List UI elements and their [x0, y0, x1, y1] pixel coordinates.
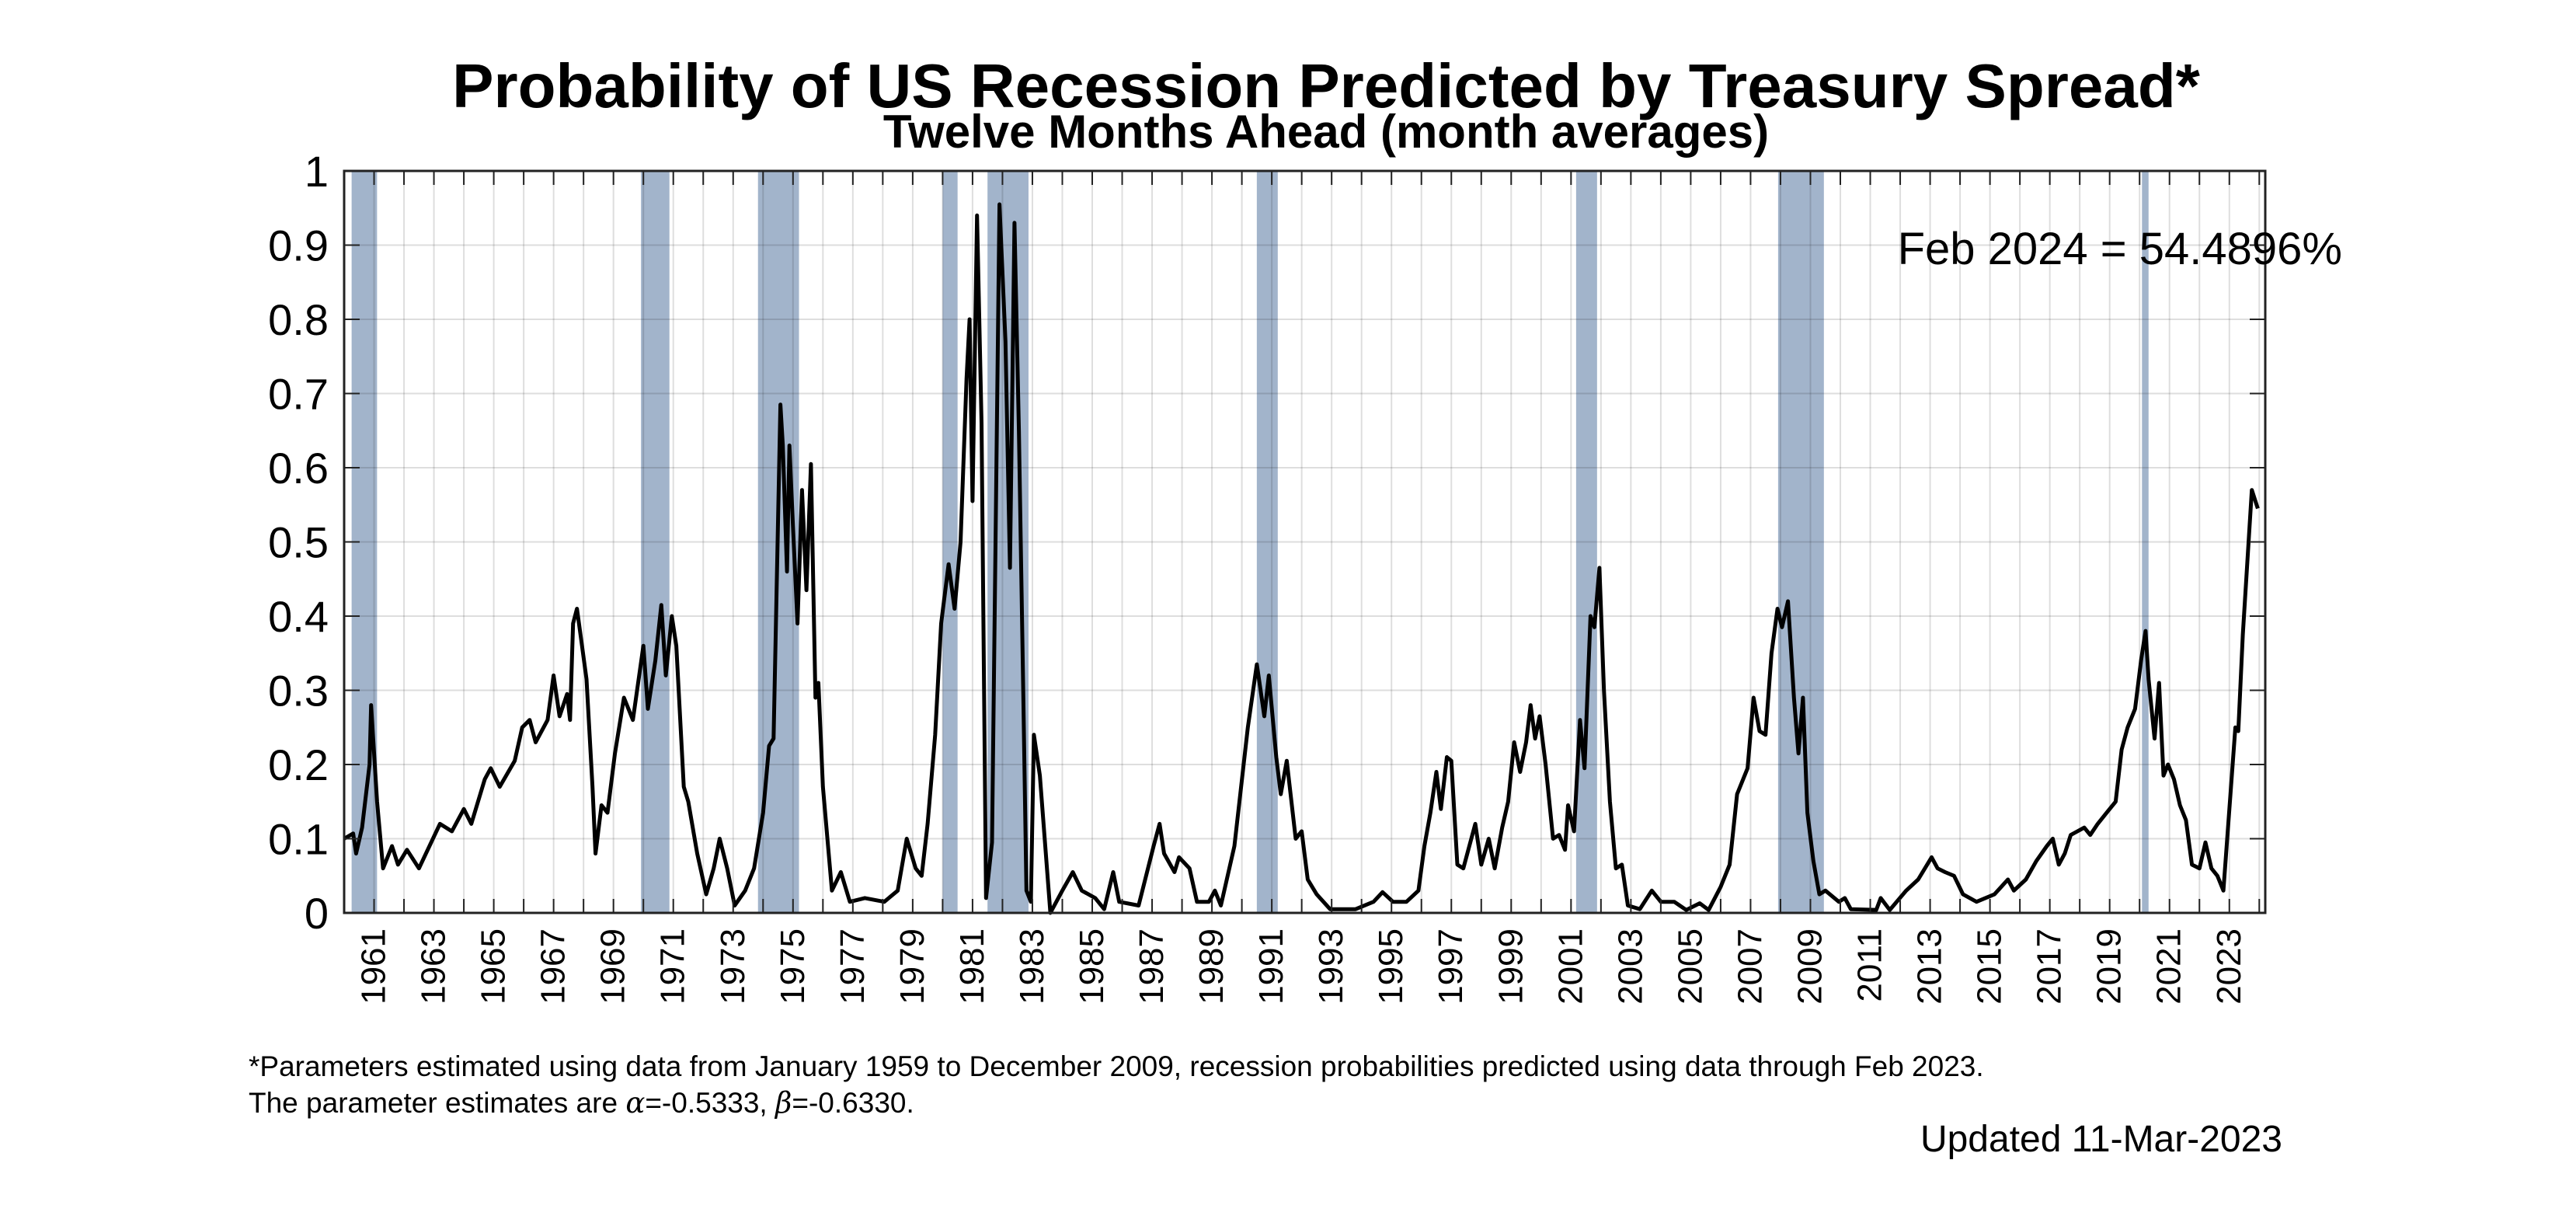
x-tick-label: 1987	[1133, 928, 1171, 1005]
x-tick-label: 1973	[714, 928, 752, 1005]
y-axis: 0 0.1 0.2 0.3 0.4 0.5 0.6 0.7 0.8 0.9 1	[268, 147, 2265, 938]
x-tick-label: 1995	[1372, 928, 1410, 1005]
footnote-prefix: The parameter estimates are	[249, 1087, 625, 1119]
y-tick-label: 1	[305, 147, 329, 196]
y-tick-label: 0.2	[268, 740, 329, 789]
x-tick-label: 2007	[1731, 928, 1769, 1005]
x-tick-label: 1975	[774, 928, 812, 1005]
y-tick-label: 0.9	[268, 221, 329, 270]
chart-subtitle: Twelve Months Ahead (month averages)	[883, 106, 1769, 158]
x-tick-label: 2019	[2090, 928, 2129, 1005]
probability-line	[343, 202, 2260, 915]
beta-symbol: β	[774, 1086, 792, 1120]
y-tick-label: 0.5	[268, 518, 329, 567]
x-tick-label: 1971	[654, 928, 692, 1005]
grid-lines	[343, 170, 2265, 914]
beta-value: =-0.6330.	[792, 1087, 914, 1119]
recession-band	[641, 171, 670, 913]
x-tick-label: 2013	[1911, 928, 1949, 1005]
x-tick-label: 1979	[893, 928, 931, 1005]
alpha-symbol: α	[625, 1086, 645, 1120]
x-tick-label: 1983	[1013, 928, 1051, 1005]
x-tick-label: 2021	[2150, 928, 2188, 1005]
x-tick-label: 2017	[2031, 928, 2069, 1005]
x-tick-label: 1981	[953, 928, 991, 1005]
chart-title: Probability of US Recession Predicted by…	[452, 51, 2201, 120]
x-tick-label: 1961	[355, 928, 393, 1005]
x-tick-label: 1967	[534, 928, 573, 1005]
x-tick-label: 1997	[1432, 928, 1470, 1005]
x-tick-label: 1989	[1192, 928, 1231, 1005]
x-tick-label: 1999	[1492, 928, 1530, 1005]
x-tick-label: 2001	[1551, 928, 1589, 1005]
updated-date: Updated 11-Mar-2023	[1920, 1119, 2282, 1160]
recession-band	[942, 171, 958, 913]
recession-band	[1256, 171, 1278, 913]
x-tick-label: 2011	[1851, 928, 1889, 1002]
y-tick-label: 0.3	[268, 667, 329, 716]
y-tick-label: 0	[305, 889, 329, 938]
latest-value-annotation: Feb 2024 = 54.4896%	[1898, 224, 2342, 274]
x-axis: 1961 1963 1965 1967 1969 1971 1973 1975 1977 1979…	[343, 171, 2261, 1005]
series-layer	[343, 202, 2260, 915]
y-tick-label: 0.4	[268, 592, 329, 641]
x-tick-label: 1993	[1312, 928, 1350, 1005]
x-tick-label: 1985	[1073, 928, 1111, 1005]
y-tick-label: 0.1	[268, 815, 329, 864]
y-tick-label: 0.7	[268, 370, 329, 419]
x-tick-label: 2005	[1671, 928, 1709, 1005]
footnote-line-2: The parameter estimates are α=-0.5333, β…	[249, 1086, 914, 1120]
x-tick-label: 1991	[1252, 928, 1290, 1005]
alpha-value: =-0.5333,	[645, 1087, 775, 1119]
x-tick-label: 2003	[1611, 928, 1649, 1005]
x-tick-label: 2015	[1971, 928, 2009, 1005]
x-tick-label: 2023	[2210, 928, 2248, 1005]
x-tick-label: 1977	[834, 928, 872, 1005]
x-tick-label: 2009	[1791, 928, 1829, 1005]
x-tick-label: 1969	[594, 928, 632, 1005]
y-tick-label: 0.6	[268, 444, 329, 493]
recession-band	[1575, 171, 1597, 913]
y-tick-label: 0.8	[268, 295, 329, 344]
footnote-line-1: *Parameters estimated using data from Ja…	[249, 1050, 1984, 1082]
recession-band	[1777, 171, 1824, 913]
x-tick-label: 1965	[475, 928, 513, 1005]
x-tick-label: 1963	[415, 928, 453, 1005]
recession-band	[2142, 171, 2149, 913]
